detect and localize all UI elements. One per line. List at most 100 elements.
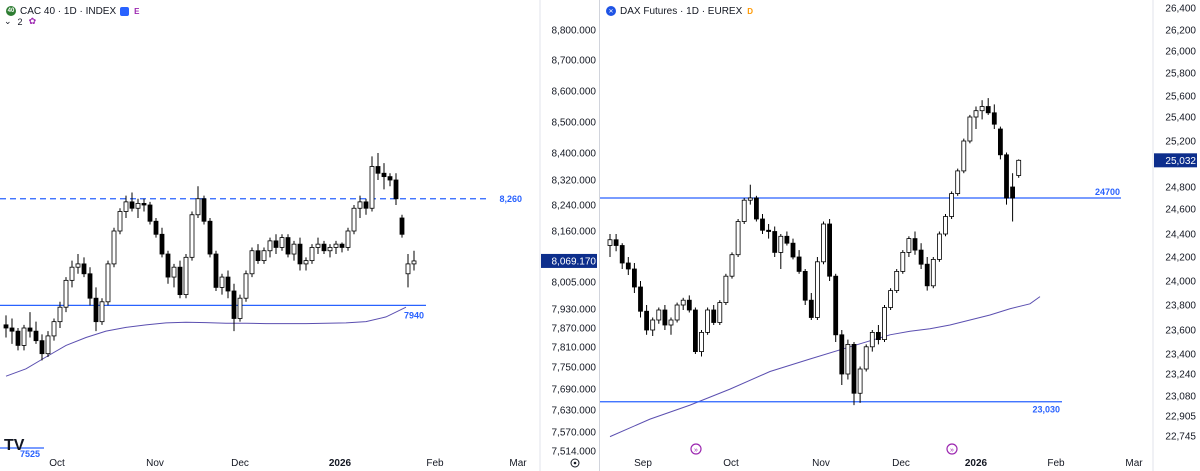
candle-body [613, 239, 619, 246]
price-tick-label: 8,800.000 [552, 26, 597, 37]
candle-body [57, 306, 63, 323]
price-tick-label: 7,514.000 [552, 447, 597, 458]
price-tick-label: 25,200 [1165, 137, 1196, 148]
candle-body [741, 199, 747, 222]
price-tick-label: 26,200 [1165, 26, 1196, 37]
moving-average-line [5, 306, 407, 377]
price-tick-label: 7,570.000 [552, 428, 597, 439]
candle-body [75, 263, 81, 268]
price-tick-label: 23,080 [1165, 392, 1196, 403]
candle-body [297, 243, 303, 265]
candle-body [619, 245, 625, 264]
candle-body [189, 214, 195, 258]
price-tick-label: 23,240 [1165, 370, 1196, 381]
level-label: 8,260 [499, 194, 522, 204]
time-tick-label: 2026 [329, 458, 352, 469]
candle-body [207, 220, 213, 255]
flag-icon[interactable] [120, 6, 130, 16]
candle-body [650, 319, 656, 331]
price-tick-label: 25,800 [1165, 69, 1196, 80]
cac40-indicators-toggle[interactable]: ⌄ 2 ✿ [4, 16, 36, 27]
candle-body [111, 230, 117, 265]
candle-body [1016, 159, 1022, 176]
candle-body [369, 166, 375, 209]
candle-body [674, 304, 680, 321]
candle-body [315, 243, 321, 248]
candle-body [979, 106, 985, 112]
chevron-down-icon[interactable]: ⌄ [4, 16, 12, 26]
candle-body [81, 263, 87, 275]
candle-body [225, 276, 231, 292]
candle-body [255, 250, 261, 262]
price-tick-label: 8,160.000 [552, 227, 597, 238]
candle-body [273, 240, 279, 248]
candle-body [93, 297, 99, 323]
price-tick-label: 7,870.000 [552, 324, 597, 335]
price-tick-label: 7,750.000 [552, 363, 597, 374]
candle-body [1004, 154, 1009, 199]
price-tick-label: 8,600.000 [552, 87, 597, 98]
candle-body [760, 218, 765, 231]
candle-body [141, 203, 147, 206]
candle-body [735, 221, 741, 256]
price-axis [540, 0, 600, 471]
cac40-chart-canvas[interactable]: 8,800.000 8,700.000 8,600.000 8,500.000 8,40… [0, 0, 600, 471]
cac40-symbol-title[interactable]: CAC 40 · 1D · INDEX [20, 5, 117, 17]
candle-body [375, 166, 381, 174]
candle-body [686, 299, 692, 311]
cac40-legend[interactable]: 40 CAC 40 · 1D · INDEX E [4, 4, 143, 18]
price-tick-label: 8,240.000 [552, 201, 597, 212]
candle-body [607, 239, 613, 246]
current-price-tag [1154, 153, 1197, 168]
dax-legend[interactable]: ✕ DAX Futures · 1D · EUREX D [604, 4, 757, 18]
candle-body [857, 368, 863, 394]
candle-body [147, 204, 153, 222]
time-tick-label: Feb [1047, 458, 1065, 469]
candle-body [894, 270, 900, 291]
dax-chart-canvas[interactable]: 26,400 26,200 26,000 25,800 25,600 25,400 25,2… [600, 0, 1200, 471]
price-tick-label: 22,745 [1165, 432, 1196, 443]
candle-body [159, 233, 165, 255]
candle-body [906, 238, 912, 253]
candle-body [285, 237, 291, 255]
event-marker-glyph: » [950, 447, 954, 454]
candle-body [45, 335, 51, 355]
dax-chart-panel[interactable]: 26,400 26,200 26,000 25,800 25,600 25,400 25,2… [600, 0, 1200, 471]
candle-body [393, 179, 399, 200]
candle-body [985, 106, 991, 114]
candle-body [309, 247, 315, 262]
price-tick-label: 25,600 [1165, 92, 1196, 103]
cac40-chart-panel[interactable]: 8,800.000 8,700.000 8,600.000 8,500.000 8,40… [0, 0, 600, 471]
candle-body [863, 346, 869, 370]
candle-body [177, 266, 183, 295]
indicator-settings-icon[interactable]: ✿ [28, 16, 37, 26]
price-tick-label: 24,400 [1165, 230, 1196, 241]
time-tick-label: Dec [892, 458, 910, 469]
candle-body [51, 321, 57, 337]
current-price-label: 25,032 [1165, 156, 1196, 167]
candle-body [717, 302, 723, 323]
price-tick-label: 24,800 [1165, 183, 1196, 194]
candle-body [249, 250, 255, 275]
time-tick-label: Mar [509, 458, 527, 469]
candle-body [936, 233, 942, 260]
dax-symbol-title[interactable]: DAX Futures · 1D · EUREX [620, 5, 743, 17]
time-tick-label: 2026 [965, 458, 988, 469]
candle-body [839, 334, 845, 375]
level-label: 23,030 [1032, 405, 1060, 415]
time-tick-label: Oct [49, 458, 65, 469]
candle-body [153, 220, 159, 235]
level-label: 7525 [20, 449, 40, 459]
candle-body [961, 140, 967, 172]
candle-body [39, 340, 45, 355]
candle-body [693, 309, 698, 352]
candle-body [99, 301, 105, 323]
candle-body [949, 193, 955, 217]
candle-body [973, 110, 979, 118]
candle-body [796, 256, 802, 272]
candle-body [321, 243, 327, 252]
price-tick-label: 23,800 [1165, 301, 1196, 312]
candle-body [399, 217, 405, 235]
event-marker-icon [946, 443, 958, 455]
candle-body [644, 310, 649, 331]
